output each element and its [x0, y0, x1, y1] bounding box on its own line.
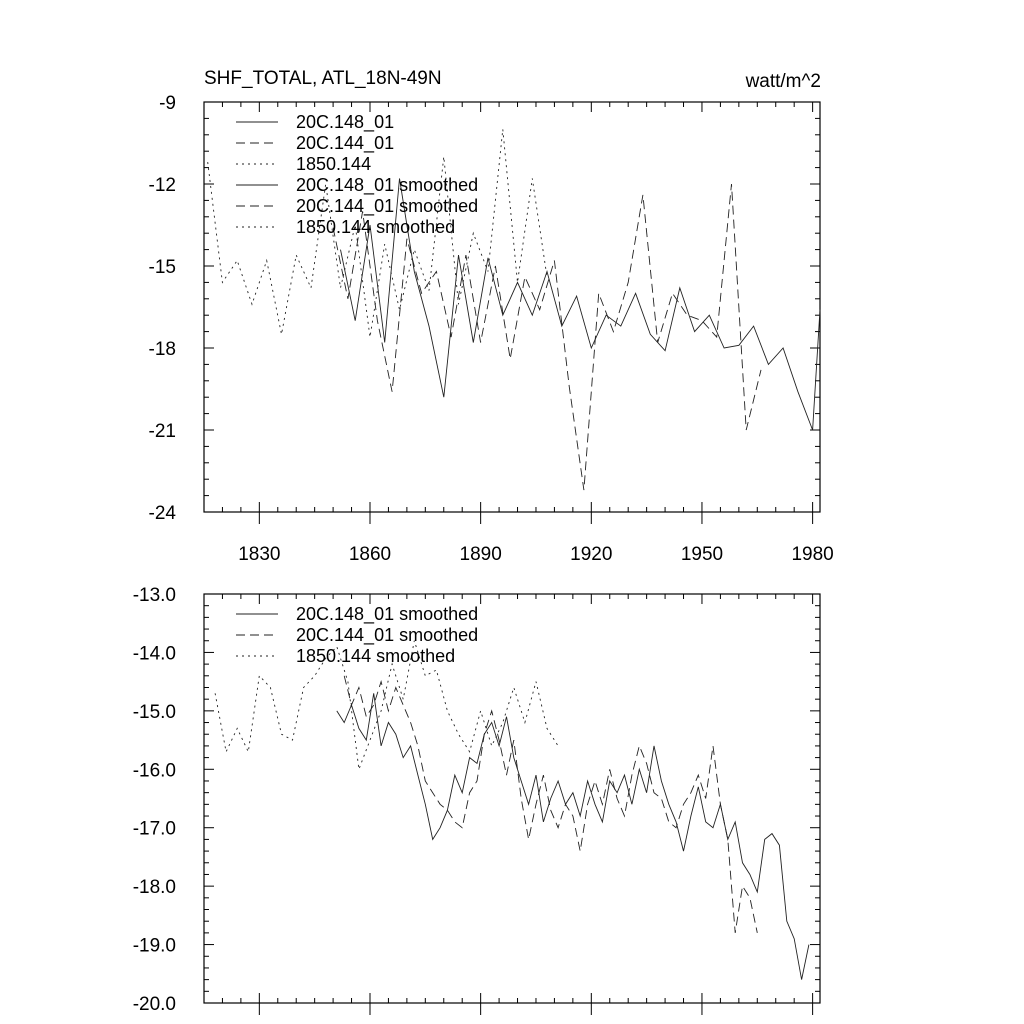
y-tick-label: -14.0 [133, 643, 176, 664]
legend-label: 1850.144 [296, 154, 371, 174]
series-line-1 [340, 178, 821, 431]
legend-label: 20C.148_01 smoothed [296, 175, 478, 196]
x-tick-label: 1950 [681, 544, 723, 565]
series-line-3 [214, 640, 559, 770]
legend-label: 1850.144 smoothed [296, 646, 455, 666]
y-tick-label: -21 [149, 421, 176, 442]
y-tick-label: -18.0 [133, 877, 176, 898]
series-line-2 [343, 675, 758, 933]
legend-label: 20C.148_01 [296, 112, 394, 133]
legend-label: 1850.144 smoothed [296, 217, 455, 237]
x-tick-label: 1920 [570, 544, 612, 565]
legend-label: 20C.148_01 smoothed [296, 604, 478, 625]
y-tick-label: -24 [149, 503, 177, 524]
y-tick-label: -16.0 [133, 760, 176, 781]
plot-frame [203, 101, 821, 513]
y-tick-label: -20.0 [133, 994, 176, 1015]
y-tick-label: -9 [159, 93, 176, 114]
x-tick-label: 1830 [238, 544, 280, 565]
y-tick-label: -18 [149, 339, 176, 360]
y-tick-label: -13.0 [133, 585, 176, 606]
top-chart-title: SHF_TOTAL, ATL_18N-49N [204, 68, 442, 89]
x-tick-label: 1860 [349, 544, 391, 565]
x-tick-label: 1890 [460, 544, 502, 565]
plot-frame [203, 593, 821, 1004]
y-tick-label: -12 [149, 175, 176, 196]
y-tick-label: -19.0 [133, 936, 176, 957]
series-line-2 [332, 183, 762, 491]
top-chart: -9 -12 -15 -18 -21 -24 1830 1860 1890 1920 1950 198… [149, 93, 834, 565]
y-tick-label: -15 [149, 257, 176, 278]
bottom-chart: -13.0 -14.0 -15.0 -16.0 -17.0 -18.0 -19.0 -20.0… [133, 585, 821, 1015]
y-tick-label: -15.0 [133, 702, 176, 723]
y-tick-label: -17.0 [133, 819, 176, 840]
legend-label: 20C.144_01 smoothed [296, 625, 478, 646]
legend-label: 20C.144_01 smoothed [296, 196, 478, 217]
top-chart-units: watt/m^2 [745, 71, 821, 92]
legend-label: 20C.144_01 [296, 133, 394, 154]
series-line-3 [207, 129, 548, 338]
x-tick-label: 1980 [791, 544, 833, 565]
series-line-1 [336, 693, 810, 980]
